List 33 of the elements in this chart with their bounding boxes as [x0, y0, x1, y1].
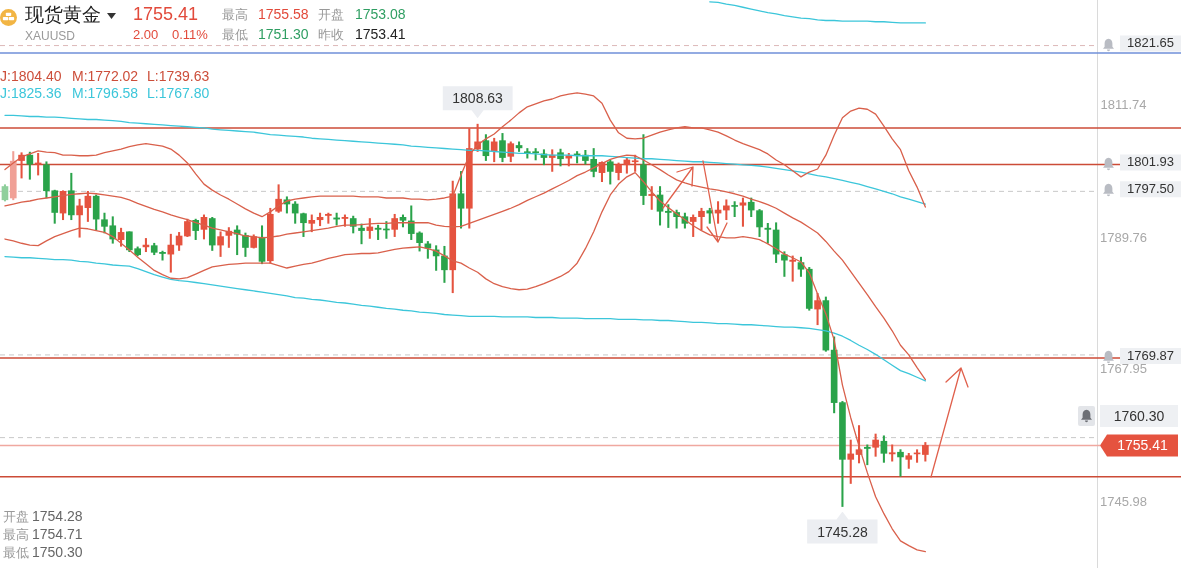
- y-tick-label: 1745.98: [1100, 493, 1147, 509]
- text: XAUUSD: [25, 29, 76, 43]
- annotation: 最高 1755.58: [222, 6, 309, 22]
- annotation: 最低 1751.30: [222, 26, 309, 42]
- annotation: M:1796.58: [72, 85, 139, 101]
- annotation: 1755.41: [133, 4, 199, 24]
- annotation: 2.00: [133, 27, 159, 42]
- annotation: L:1739.63: [147, 68, 210, 84]
- y-tick-label: 1811.74: [1100, 96, 1147, 112]
- annotation: 1808.63: [442, 86, 513, 119]
- ref-line-label: 1769.87: [1127, 347, 1174, 363]
- y-tick-label: 1789.76: [1100, 229, 1147, 245]
- text: 1760.30: [1100, 405, 1178, 427]
- annotation: 开盘 1754.28: [3, 508, 83, 524]
- candlestick: [698, 207, 705, 231]
- annotation: 开盘 1753.08: [318, 6, 406, 22]
- annotation: 最高 1754.71: [3, 526, 83, 542]
- candlestick: [358, 223, 365, 245]
- ref-line-label: 1801.93: [1127, 154, 1174, 170]
- annotation: M:1772.02: [72, 68, 139, 84]
- annotation: J:1804.40: [0, 68, 62, 84]
- ref-line-label: 1821.65: [1127, 35, 1174, 51]
- annotation: L:1767.80: [147, 85, 210, 101]
- annotation: J:1825.36: [0, 85, 62, 101]
- candlestick: [897, 449, 904, 477]
- chart-title: 现货黄金: [25, 4, 101, 25]
- annotation: 昨收 1753.41: [318, 26, 406, 42]
- annotation: 最低 1750.30: [3, 544, 83, 560]
- annotation: 0.11%: [172, 27, 208, 42]
- ref-line-label: 1797.50: [1127, 180, 1174, 196]
- ref-line-label: 1755.41: [1117, 437, 1169, 454]
- annotation: 1745.28: [807, 511, 878, 544]
- y-tick-label: 1767.95: [1100, 361, 1147, 377]
